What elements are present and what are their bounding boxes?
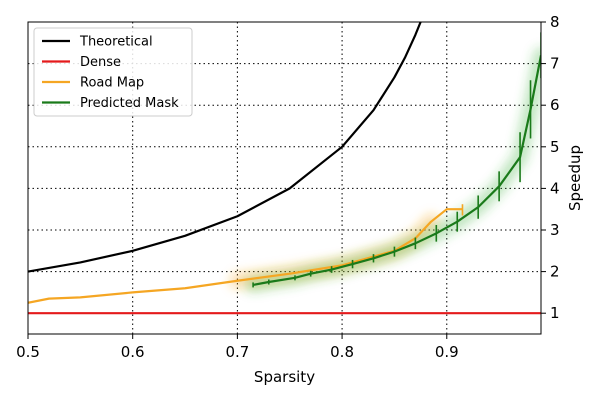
plot-frame xyxy=(27,21,542,335)
predicted-mask-line xyxy=(252,55,541,286)
y-tick-label: 1 xyxy=(550,304,560,322)
x-axis-label: Sparsity xyxy=(254,368,315,386)
legend-label: Dense xyxy=(80,55,121,70)
y-tick-label: 8 xyxy=(550,13,560,31)
axis-ticks: 0.5 0.6 0.7 0.8 0.9 1 2 3 4 5 6 7 8 xyxy=(16,13,559,361)
legend-label: Predicted Mask xyxy=(80,96,179,111)
y-tick-label: 7 xyxy=(550,55,560,73)
x-tick-label: 0.9 xyxy=(435,343,459,361)
legend: Theoretical Dense Road Map Predicted Mask xyxy=(33,27,193,117)
x-tick-label: 0.8 xyxy=(330,343,354,361)
legend-label: Road Map xyxy=(80,76,144,91)
series-area xyxy=(28,22,541,315)
road-map-line xyxy=(28,208,463,304)
x-tick-label: 0.5 xyxy=(16,343,40,361)
y-tick-label: 6 xyxy=(550,96,560,114)
y-tick-label: 5 xyxy=(550,138,560,156)
y-axis-label: Speedup xyxy=(566,145,584,211)
theoretical-line xyxy=(28,22,422,273)
legend-label: Theoretical xyxy=(79,35,153,50)
y-tick-label: 3 xyxy=(550,221,560,239)
x-tick-label: 0.6 xyxy=(121,343,145,361)
x-tick-label: 0.7 xyxy=(225,343,249,361)
series-clip-group xyxy=(28,22,541,315)
y-tick-label: 2 xyxy=(550,263,560,281)
y-tick-label: 4 xyxy=(550,179,560,197)
legend-box xyxy=(33,27,193,117)
